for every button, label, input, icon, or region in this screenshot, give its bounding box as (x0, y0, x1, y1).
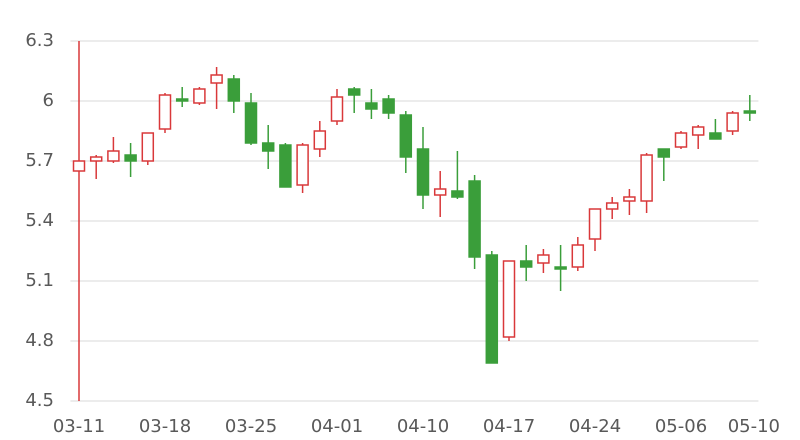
candle-body (416, 148, 430, 196)
candle-body (347, 88, 361, 96)
candle-body (451, 190, 464, 198)
y-tick-label: 4.5 (25, 390, 54, 411)
candle-body (210, 74, 223, 84)
candle-body (296, 144, 309, 186)
x-tick-label: 03-25 (225, 416, 277, 437)
y-tick-label: 5.4 (25, 210, 54, 231)
candle-body (399, 114, 413, 158)
candle-body (623, 196, 636, 202)
x-tick-label: 05-06 (655, 416, 707, 437)
candle-body (674, 132, 688, 148)
candle-body (433, 188, 447, 196)
candle-body (588, 208, 602, 240)
candle-body (519, 260, 533, 268)
candle-body (365, 102, 378, 110)
candle-body (709, 132, 722, 140)
x-tick-label: 03-18 (139, 416, 191, 437)
candle-body (571, 244, 585, 268)
candle-body (193, 88, 206, 104)
candle-body (605, 202, 619, 210)
x-tick-label: 05-10 (728, 416, 780, 437)
candle-body (244, 102, 258, 144)
candle-body (261, 142, 275, 152)
x-tick-label: 04-01 (311, 416, 363, 437)
candle-body (227, 78, 241, 102)
candle-body (175, 98, 189, 102)
candle-body (107, 150, 120, 162)
candle-body (502, 260, 516, 338)
candle-body (691, 126, 705, 136)
candle-body (485, 254, 499, 364)
y-tick-label: 6.3 (25, 30, 54, 51)
y-tick-label: 5.7 (25, 150, 54, 171)
x-tick-label: 04-10 (397, 416, 449, 437)
candle-body (89, 156, 103, 162)
y-tick-label: 6 (43, 90, 54, 111)
candle-body (382, 98, 395, 114)
candle-body (743, 110, 757, 114)
x-tick-label: 04-24 (569, 416, 621, 437)
candle-body (640, 154, 653, 202)
candle-body (537, 254, 550, 264)
candle-body (72, 160, 86, 172)
candle-body (657, 148, 671, 158)
candle-body (330, 96, 344, 122)
candle-body (726, 112, 739, 132)
candle-body (124, 154, 137, 162)
y-tick-label: 4.8 (25, 330, 54, 351)
candle-body (313, 130, 327, 150)
candle-body (554, 266, 567, 270)
candle-body (279, 144, 292, 188)
candle-body (141, 132, 155, 162)
candle-body (468, 180, 481, 258)
x-tick-label: 03-11 (53, 416, 105, 437)
x-tick-label: 04-17 (483, 416, 535, 437)
candle-body (158, 94, 172, 130)
y-tick-label: 5.1 (25, 270, 54, 291)
